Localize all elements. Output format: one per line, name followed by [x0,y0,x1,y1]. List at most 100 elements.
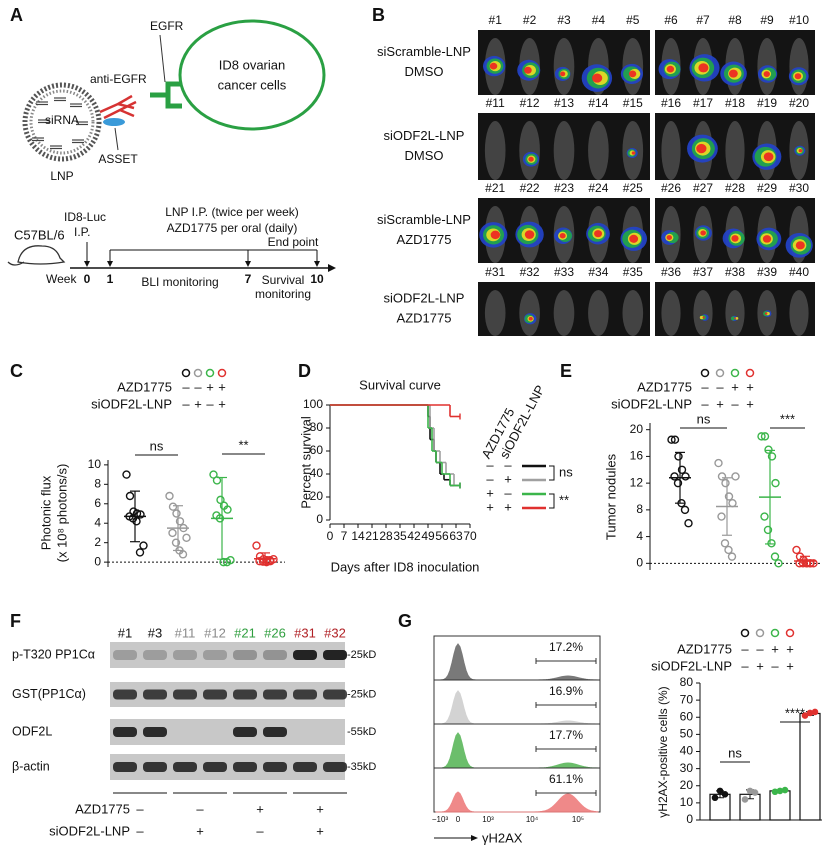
y-tick-label: 20 [310,489,324,503]
blot-band [323,762,347,772]
bli-signal [794,73,802,80]
legend-marker [770,628,780,638]
condition-sign: – [206,396,214,411]
blot-band [323,689,347,700]
egfr [150,81,182,109]
row-label: siScramble-LNP [377,212,471,227]
legend-marker [181,368,191,378]
panel-label: A [10,5,23,25]
label: monitoring [255,287,311,301]
legend-marker [740,628,750,638]
data-point [132,517,141,526]
bli-signal [698,63,709,73]
blot-band [203,689,227,700]
mouse-id: #34 [588,265,608,279]
mouse-id: #4 [592,13,606,27]
blot-band [263,762,287,772]
y-axis-label: Percent survival [298,416,313,509]
size-marker: -25kD [347,649,376,661]
mouse-id: #32 [520,265,540,279]
data-point [216,495,225,505]
data-point [175,517,185,526]
mouse-id: #22 [520,181,540,195]
tick-label: 10 [310,272,324,286]
mouse-id: #2 [523,13,537,27]
mouse-id: #1 [489,13,503,27]
label: LNP I.P. (twice per week) [165,205,299,219]
legend-marker [755,628,765,638]
bli-signal [559,232,566,239]
data-point [168,502,178,511]
significance: **** [785,705,805,720]
label: AZD1775 per oral (daily) [167,221,298,235]
significance: ns [559,464,573,479]
y-tick-label: 6 [94,496,101,510]
data-point [226,555,235,565]
tick-label: 1 [107,272,114,286]
lnp-inner [29,89,95,155]
condition-sign: + [771,641,779,656]
asset [103,118,125,126]
condition-sign: + [746,396,754,411]
data-point [724,492,734,501]
data-point [716,787,724,795]
percentage: 16.9% [549,684,583,698]
row-label: siODF2L-LNP [384,128,465,143]
x-tick-label: 0 [327,529,334,543]
data-point [252,541,261,550]
y-tick-label: 8 [94,476,101,490]
blot-band [293,650,317,660]
mouse-id: #18 [725,96,745,110]
bli-signal [528,316,533,321]
legend-sign: – [504,485,512,500]
mouse-id: #28 [725,181,745,195]
y-tick-label: 40 [680,744,694,758]
condition-label: AZD1775 [637,379,692,394]
mouse-id: #5 [626,13,640,27]
legend-sign: – [486,457,494,472]
pointer [114,127,119,151]
lane-label: #21 [234,625,256,640]
legend-sign: – [504,457,512,472]
mouse [553,121,575,180]
data-point [223,505,232,514]
blot-band [203,762,227,772]
condition-sign: + [786,658,794,673]
bli-signal [730,316,736,321]
data-point [135,548,145,557]
mouse-id: #19 [757,96,777,110]
mouse-id: #21 [485,181,505,195]
data-point [670,435,680,444]
y-tick-label: 0 [636,555,643,569]
condition-sign: – [741,658,749,673]
data-point [760,512,769,521]
antibody [99,94,137,120]
arrowhead [245,261,251,267]
data-point [770,552,780,561]
blot-band [173,762,197,772]
label: Survival [262,273,305,287]
mouse-id: #16 [661,96,681,110]
bli-signal [489,62,498,70]
condition-sign: + [218,379,226,394]
bli-signal [560,71,566,77]
bli-signal [631,151,636,155]
y-tick-label: 20 [680,778,694,792]
data-point [670,472,679,481]
label: EGFR [150,19,184,33]
label: C57BL/6 [14,227,65,242]
y-tick-label: 12 [630,475,644,489]
data-point [805,559,815,568]
bli-signal [666,65,675,73]
significance: *** [780,411,795,426]
data-point [760,432,770,441]
x-tick-label: 70 [463,529,477,543]
data-point [711,794,719,802]
condition-sign: – [716,379,724,394]
mouse-id: #26 [661,181,681,195]
bli-signal [592,73,603,83]
blot-band [233,762,257,772]
percentage: 17.2% [549,640,583,654]
mouse [484,121,506,180]
